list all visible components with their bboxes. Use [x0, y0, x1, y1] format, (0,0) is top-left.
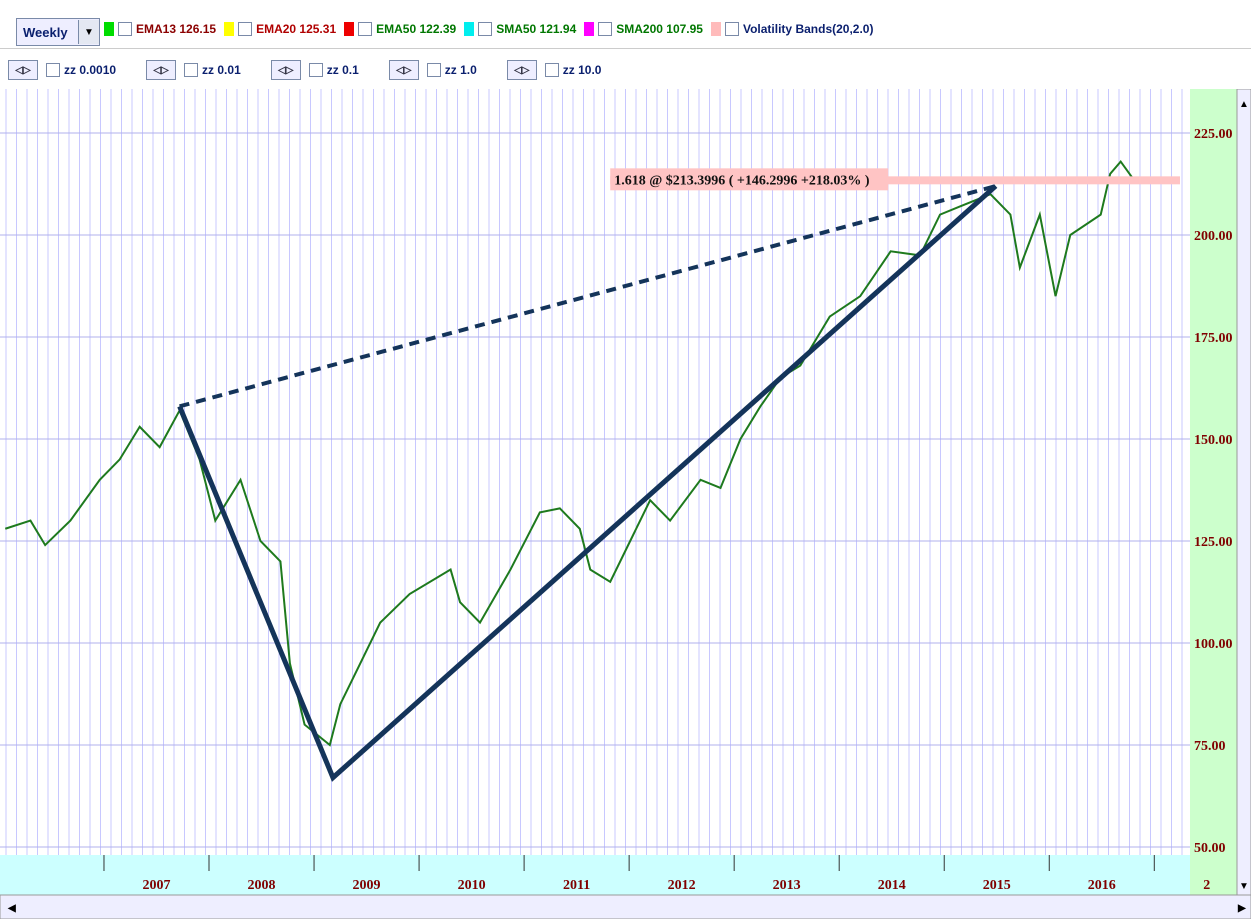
indicator: EMA13 126.15: [104, 22, 216, 36]
indicator-checkbox[interactable]: [118, 22, 132, 36]
v-scrollbar[interactable]: [1236, 89, 1251, 896]
y-axis-bg: [1190, 89, 1237, 895]
plot-bg: [0, 89, 1190, 855]
y-tick-label: 150.00: [1194, 433, 1233, 448]
zigzag-list: ◁▷ zz 0.0010 ◁▷ zz 0.01 ◁▷ zz 0.1 ◁▷ zz 1.0 ◁▷ zz…: [8, 60, 631, 80]
zigzag-item: ◁▷ zz 1.0: [388, 60, 477, 80]
indicator-label: Volatility Bands(20,2.0): [742, 22, 874, 36]
indicator: Volatility Bands(20,2.0): [710, 22, 874, 36]
x-tick-label: 2007: [142, 878, 170, 893]
fib-label: 1.618 @ $213.3996 ( +146.2996 +218.03% ): [614, 173, 870, 188]
x-tick-label: 2: [1203, 878, 1210, 893]
scroll-right[interactable]: ▶: [1237, 903, 1247, 914]
zigzag-checkbox[interactable]: [184, 63, 199, 77]
zigzag-checkbox[interactable]: [426, 63, 441, 77]
x-tick-label: 2009: [353, 878, 381, 893]
indicator: SMA200 107.95: [584, 22, 703, 36]
chart: ▲ ▼ ◀ ▶ 225.00 200.00 175.00 150.00 125.00 10…: [0, 89, 1251, 919]
dashed-trend-line: [179, 184, 997, 409]
zigzag-checkbox[interactable]: [46, 63, 60, 77]
y-tick-label: 200.00: [1194, 229, 1233, 244]
indicator-color: [104, 22, 114, 36]
zigzag-item: ◁▷ zz 10.0: [506, 60, 602, 80]
y-tick-label: 100.00: [1194, 637, 1233, 652]
fib-level: [610, 176, 1180, 185]
x-tick-label: 2010: [458, 878, 486, 893]
fib-label-bg: [610, 168, 889, 191]
zigzag-arrows[interactable]: ◁▷: [146, 60, 177, 80]
indicator-color: [710, 22, 721, 36]
zigzag-item: ◁▷ zz 0.1: [270, 60, 359, 80]
indicator-toolbar: Weekly ▼ EMA13 126.15 EMA20 125.31 EMA50 12…: [0, 0, 1251, 49]
zigzag-arrows[interactable]: ◁▷: [8, 60, 38, 80]
zigzag-toolbar: ◁▷ zz 0.0010 ◁▷ zz 0.01 ◁▷ zz 0.1 ◁▷ zz 1.0 ◁▷ zz…: [0, 49, 1251, 89]
zigzag-arrows[interactable]: ◁▷: [388, 60, 419, 80]
x-tick-label: 2013: [773, 878, 801, 893]
x-tick-label: 2014: [878, 878, 906, 893]
indicator: SMA50 121.94: [464, 22, 576, 36]
dropdown-arrow[interactable]: ▼: [78, 20, 99, 44]
indicator-label: SMA200 107.95: [616, 22, 703, 36]
indicator-checkbox[interactable]: [478, 22, 493, 36]
y-tick-label: 125.00: [1194, 535, 1233, 550]
h-scrollbar[interactable]: [0, 894, 1251, 919]
y-tick-label: 75.00: [1194, 739, 1226, 754]
scroll-left[interactable]: ◀: [7, 903, 16, 914]
indicator-color: [464, 22, 475, 36]
indicator-color: [584, 22, 595, 36]
trend-line: [177, 184, 998, 782]
interval-label: Weekly: [23, 24, 68, 40]
zigzag-checkbox[interactable]: [308, 63, 323, 77]
x-tick-label: 2015: [983, 878, 1011, 893]
indicator: EMA50 122.39: [344, 22, 456, 36]
indicator-label: SMA50 121.94: [496, 22, 577, 36]
indicator-color: [224, 22, 235, 36]
zigzag-arrows[interactable]: ◁▷: [506, 60, 537, 80]
zigzag-arrows[interactable]: ◁▷: [270, 60, 301, 80]
zigzag-label: zz 10.0: [562, 63, 602, 77]
indicator-label: EMA50 122.39: [376, 22, 457, 36]
indicator-color: [344, 22, 355, 36]
y-tick-label: 225.00: [1194, 127, 1233, 142]
scroll-down[interactable]: ▼: [1239, 881, 1249, 892]
indicator: EMA20 125.31: [224, 22, 336, 36]
zigzag-checkbox[interactable]: [544, 63, 559, 77]
x-tick-label: 2011: [563, 878, 590, 893]
x-tick-label: 2008: [248, 878, 276, 893]
y-tick-label: 50.00: [1194, 841, 1226, 856]
zigzag-label: zz 0.01: [202, 63, 241, 77]
indicator-checkbox[interactable]: [598, 22, 613, 36]
y-tick-label: 175.00: [1194, 331, 1233, 346]
interval-dropdown[interactable]: Weekly ▼: [16, 18, 100, 46]
zigzag-item: ◁▷ zz 0.0010: [8, 60, 116, 80]
indicator-checkbox[interactable]: [724, 22, 739, 36]
indicator-label: EMA13 126.15: [136, 22, 217, 36]
indicator-checkbox[interactable]: [358, 22, 373, 36]
indicator-label: EMA20 125.31: [256, 22, 337, 36]
x-tick-label: 2016: [1088, 878, 1116, 893]
scroll-up[interactable]: ▲: [1239, 99, 1249, 110]
indicator-list: EMA13 126.15 EMA20 125.31 EMA50 122.39 SMA5…: [104, 22, 881, 36]
zigzag-label: zz 1.0: [444, 63, 477, 77]
x-axis-bg: [0, 855, 1190, 895]
zigzag-label: zz 0.0010: [64, 63, 117, 77]
zigzag-label: zz 0.1: [326, 63, 359, 77]
zigzag-item: ◁▷ zz 0.01: [146, 60, 241, 80]
x-tick-label: 2012: [668, 878, 696, 893]
indicator-checkbox[interactable]: [238, 22, 253, 36]
